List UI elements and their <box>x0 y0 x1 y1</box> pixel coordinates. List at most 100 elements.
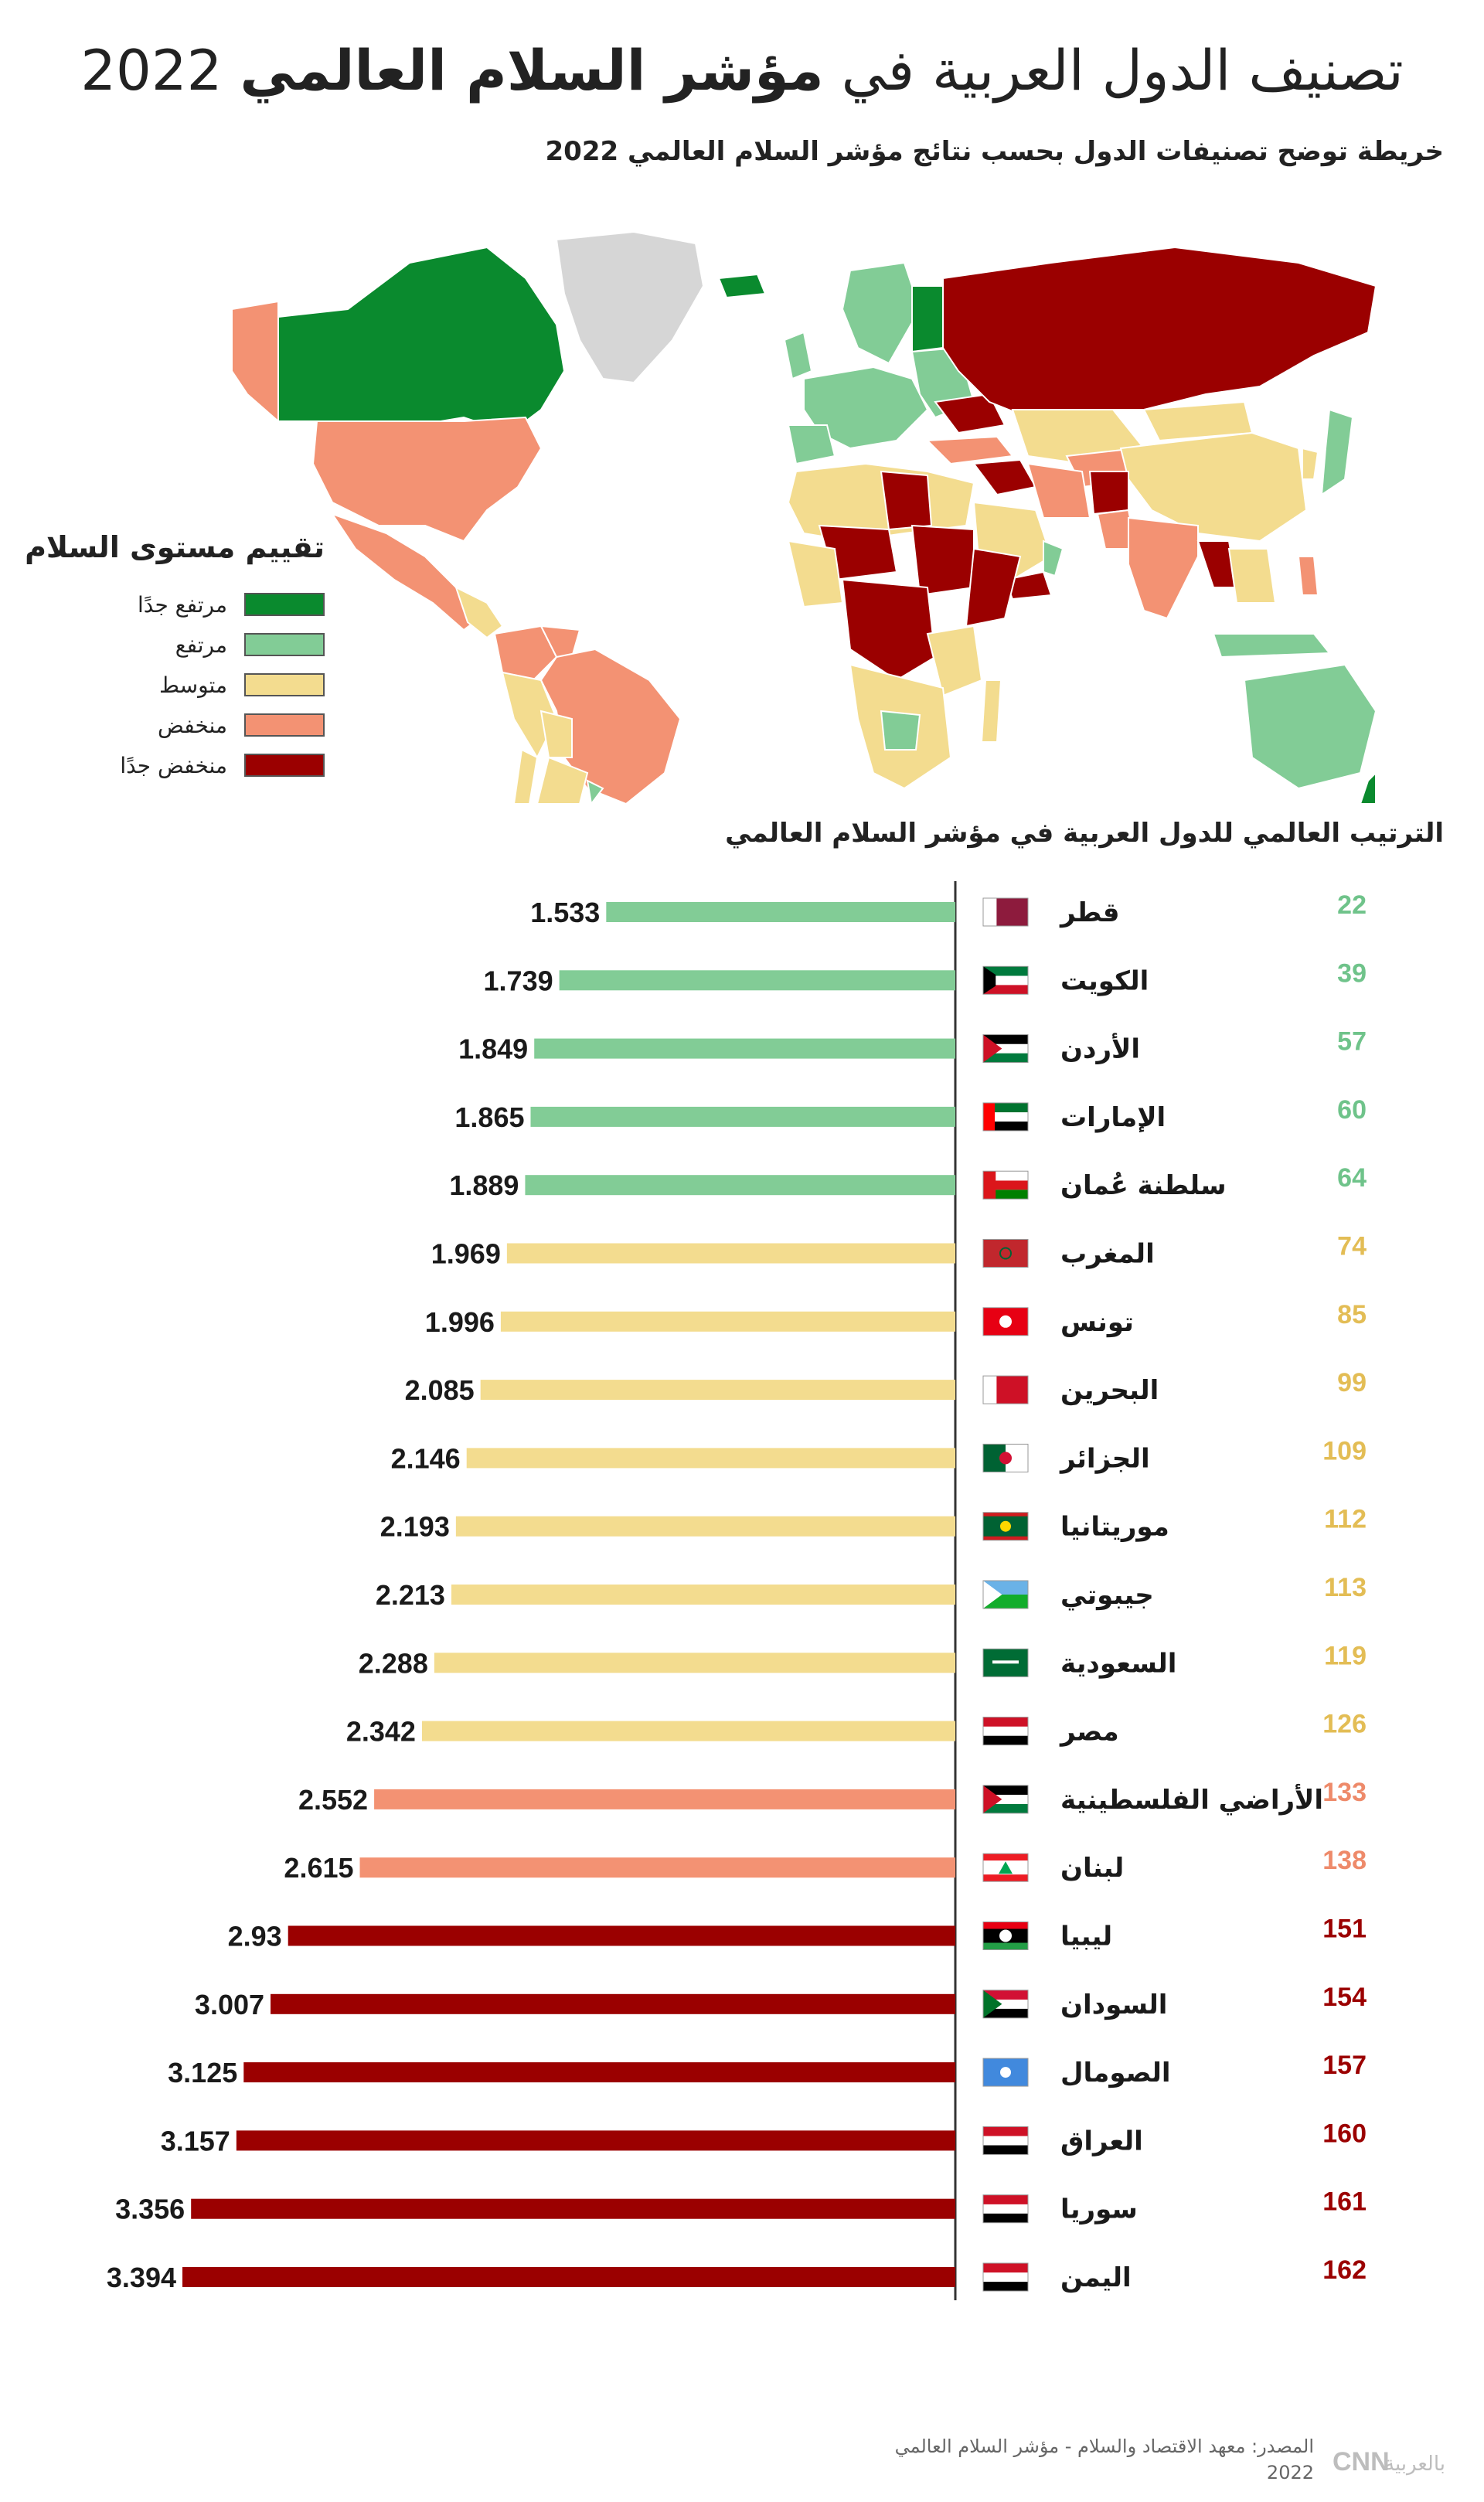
map-russia <box>942 246 1377 419</box>
rank-label: 161 <box>1322 2187 1367 2217</box>
rank-label: 157 <box>1322 2051 1367 2080</box>
rank-label: 113 <box>1324 1573 1367 1602</box>
map-chile <box>512 748 539 805</box>
category-label: مصر <box>1059 1717 1119 1748</box>
map-europe-west <box>803 366 929 450</box>
rank-label: 126 <box>1322 1710 1367 1739</box>
value-label: 3.356 <box>115 2194 185 2225</box>
map-scandinavia <box>841 261 921 365</box>
rank-label: 85 <box>1337 1300 1367 1329</box>
rank-label: 162 <box>1322 2255 1367 2285</box>
rank-label: 74 <box>1337 1232 1367 1261</box>
map-iceland <box>717 273 767 299</box>
map-finland <box>911 285 944 353</box>
map-japan <box>1320 408 1354 496</box>
bar-uae <box>530 1106 955 1127</box>
source-note: المصدر: معهد الاقتصاد والسلام - مؤشر الس… <box>895 2433 1314 2486</box>
flag-djibouti-icon <box>982 1580 1029 1609</box>
bar-syria <box>191 2198 955 2219</box>
map-botswana <box>880 710 921 751</box>
flag-jordan-icon <box>982 1034 1029 1064</box>
bar-lebanon <box>359 1857 955 1878</box>
flag-libya-icon <box>982 1922 1029 1950</box>
category-label: قطر <box>1059 897 1120 928</box>
legend-label: منخفض <box>158 712 227 738</box>
legend-item: منخفض <box>0 705 325 745</box>
legend-item: مرتفع جدًا <box>0 584 325 625</box>
rank-label: 22 <box>1337 890 1367 920</box>
bar-oman <box>525 1175 955 1196</box>
category-label: اليمن <box>1060 2262 1132 2293</box>
value-label: 2.552 <box>298 1784 368 1816</box>
bar-sudan <box>271 1993 955 2014</box>
ranking-bar-chart: 1.533 قطر 22 1.739 الكويت 39 1.849 الأردن 57 1.86… <box>107 881 1367 2300</box>
flag-palestine-icon <box>982 1785 1029 1814</box>
map-madagascar <box>980 679 1002 743</box>
flag-uae-icon <box>982 1102 1029 1132</box>
bar-bahrain <box>480 1380 955 1401</box>
value-label: 3.007 <box>195 1989 264 2020</box>
bar-yemen <box>182 2267 955 2287</box>
svg-text:CNN: CNN <box>1333 2447 1390 2476</box>
category-label: لبنان <box>1060 1853 1124 1884</box>
value-label: 1.969 <box>431 1238 501 1270</box>
map-greenland <box>555 230 705 384</box>
map-sudan <box>910 524 975 597</box>
map-legend: تقييم مستوى السلام مرتفع جدًا مرتفع متوس… <box>0 530 325 785</box>
title-part1: تصنيف الدول العربية في <box>841 38 1404 103</box>
map-central-africa <box>841 578 937 682</box>
category-label: سوريا <box>1060 2194 1138 2225</box>
legend-item: متوسط <box>0 665 325 705</box>
bar-somalia <box>243 2062 955 2083</box>
bar-egypt <box>421 1721 955 1741</box>
category-label: المغرب <box>1060 1239 1155 1270</box>
bar-algeria <box>466 1448 955 1469</box>
flag-qatar-icon <box>982 897 1029 927</box>
flag-syria-icon <box>982 2194 1029 2224</box>
value-label: 1.849 <box>458 1033 528 1065</box>
value-label: 2.342 <box>346 1716 416 1748</box>
value-label: 1.739 <box>484 965 553 996</box>
rank-label: 133 <box>1322 1778 1367 1807</box>
map-usa <box>311 416 543 543</box>
legend-swatch-very-high <box>244 593 325 616</box>
flag-algeria-icon <box>982 1443 1029 1472</box>
rank-label: 119 <box>1324 1641 1367 1670</box>
flag-somalia-icon <box>982 2058 1029 2087</box>
flag-saudi-icon <box>982 1648 1029 1677</box>
map-korea <box>1302 447 1319 480</box>
legend-swatch-low <box>244 713 325 737</box>
flag-kuwait-icon <box>982 965 1029 995</box>
category-label: الإمارات <box>1060 1102 1166 1133</box>
source-line2: 2022 <box>1266 2462 1314 2483</box>
flag-mauritania-icon <box>982 1512 1029 1541</box>
rank-label: 39 <box>1337 958 1367 988</box>
legend-swatch-very-low <box>244 754 325 777</box>
flag-bahrain-icon <box>982 1375 1029 1404</box>
map-india <box>1128 516 1199 620</box>
rank-label: 109 <box>1322 1436 1367 1465</box>
rank-label: 64 <box>1337 1163 1367 1193</box>
map-new-zealand <box>1359 771 1377 805</box>
map-uruguay <box>586 779 604 806</box>
flag-iraq-icon <box>982 2126 1029 2155</box>
category-label: الصومال <box>1060 2058 1171 2088</box>
category-label: الكويت <box>1060 965 1149 996</box>
map-syria-iraq <box>972 458 1037 496</box>
category-label: سلطنة عُمان <box>1060 1170 1227 1201</box>
bar-libya <box>288 1925 955 1946</box>
map-central-america <box>454 586 504 639</box>
bar-djibouti <box>451 1585 955 1605</box>
value-label: 2.93 <box>228 1921 282 1952</box>
map-colombia <box>493 625 558 682</box>
value-label: 1.865 <box>454 1101 524 1133</box>
map-subtitle: خريطة توضح تصنيفات الدول بحسب نتائج مؤشر… <box>545 136 1445 167</box>
category-label: العراق <box>1060 2126 1143 2156</box>
map-oman <box>1043 540 1064 577</box>
map-canada <box>277 246 566 434</box>
rank-label: 151 <box>1322 1915 1367 1944</box>
rank-label: 154 <box>1322 1983 1367 2012</box>
category-label: تونس <box>1060 1307 1134 1338</box>
flag-egypt-icon <box>982 1717 1029 1746</box>
